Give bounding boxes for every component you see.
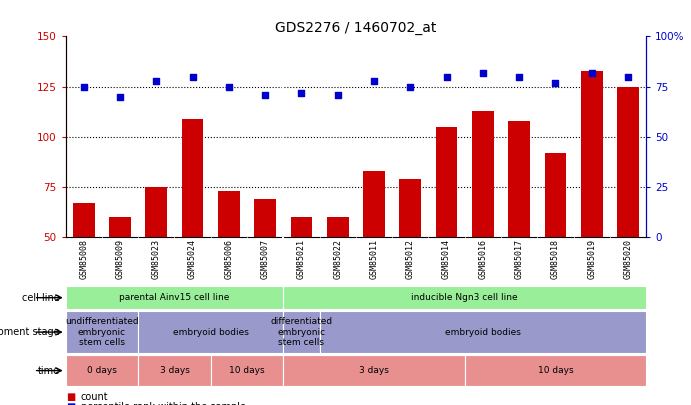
Title: GDS2276 / 1460702_at: GDS2276 / 1460702_at [275,21,437,35]
Text: 3 days: 3 days [359,366,389,375]
Text: 10 days: 10 days [229,366,265,375]
Text: GSM85007: GSM85007 [261,239,269,279]
Text: 3 days: 3 days [160,366,189,375]
Bar [283,355,464,386]
Bar [218,191,240,237]
Bar [145,187,167,237]
Text: embryoid bodies: embryoid bodies [445,328,521,337]
Bar [66,311,138,354]
Point [477,69,489,76]
Point [623,73,634,80]
Text: count: count [81,392,108,402]
Point [187,73,198,80]
Point [513,73,524,80]
Point [260,92,271,98]
Point [115,93,126,100]
Point [405,83,416,90]
Text: parental Ainv15 cell line: parental Ainv15 cell line [120,293,229,302]
Text: undifferentiated
embryonic
stem cells: undifferentiated embryonic stem cells [65,317,139,347]
Point [586,69,597,76]
Text: GSM85024: GSM85024 [188,239,197,279]
Bar [66,286,283,309]
Bar [254,199,276,237]
Bar [617,87,638,237]
Text: GSM85011: GSM85011 [370,239,379,279]
Bar [182,119,203,237]
Text: GSM85019: GSM85019 [587,239,596,279]
Point [368,77,379,84]
Text: GSM85016: GSM85016 [478,239,487,279]
Bar [545,153,566,237]
Bar [327,217,348,237]
Bar [138,355,211,386]
Bar [399,179,421,237]
Bar [319,311,646,354]
Text: GSM85022: GSM85022 [333,239,342,279]
Bar [283,311,319,354]
Point [78,83,89,90]
Bar [73,203,95,237]
Bar [435,127,457,237]
Text: cell line: cell line [22,293,60,303]
Text: GSM85023: GSM85023 [152,239,161,279]
Text: ■: ■ [66,402,75,405]
Bar [66,355,138,386]
Text: differentiated
embryonic
stem cells: differentiated embryonic stem cells [270,317,332,347]
Bar [138,311,283,354]
Text: 10 days: 10 days [538,366,574,375]
Point [441,73,452,80]
Bar [580,70,603,237]
Text: GSM85018: GSM85018 [551,239,560,279]
Text: embryoid bodies: embryoid bodies [173,328,249,337]
Point [550,79,561,86]
Point [223,83,234,90]
Text: GSM85021: GSM85021 [297,239,306,279]
Point [151,77,162,84]
Bar [283,286,646,309]
Text: development stage: development stage [0,327,60,337]
Bar [508,121,530,237]
Point [296,90,307,96]
Bar [290,217,312,237]
Text: GSM85009: GSM85009 [115,239,124,279]
Bar [109,217,131,237]
Text: GSM85008: GSM85008 [79,239,88,279]
Bar [472,111,493,237]
Text: percentile rank within the sample: percentile rank within the sample [81,402,246,405]
Bar [363,171,385,237]
Text: GSM85012: GSM85012 [406,239,415,279]
Text: GSM85006: GSM85006 [225,239,234,279]
Text: GSM85017: GSM85017 [515,239,524,279]
Text: GSM85014: GSM85014 [442,239,451,279]
Text: GSM85020: GSM85020 [623,239,632,279]
Point [332,92,343,98]
Text: time: time [38,366,60,375]
Bar [211,355,283,386]
Bar [464,355,646,386]
Text: 0 days: 0 days [87,366,117,375]
Text: ■: ■ [66,392,75,402]
Text: inducible Ngn3 cell line: inducible Ngn3 cell line [411,293,518,302]
